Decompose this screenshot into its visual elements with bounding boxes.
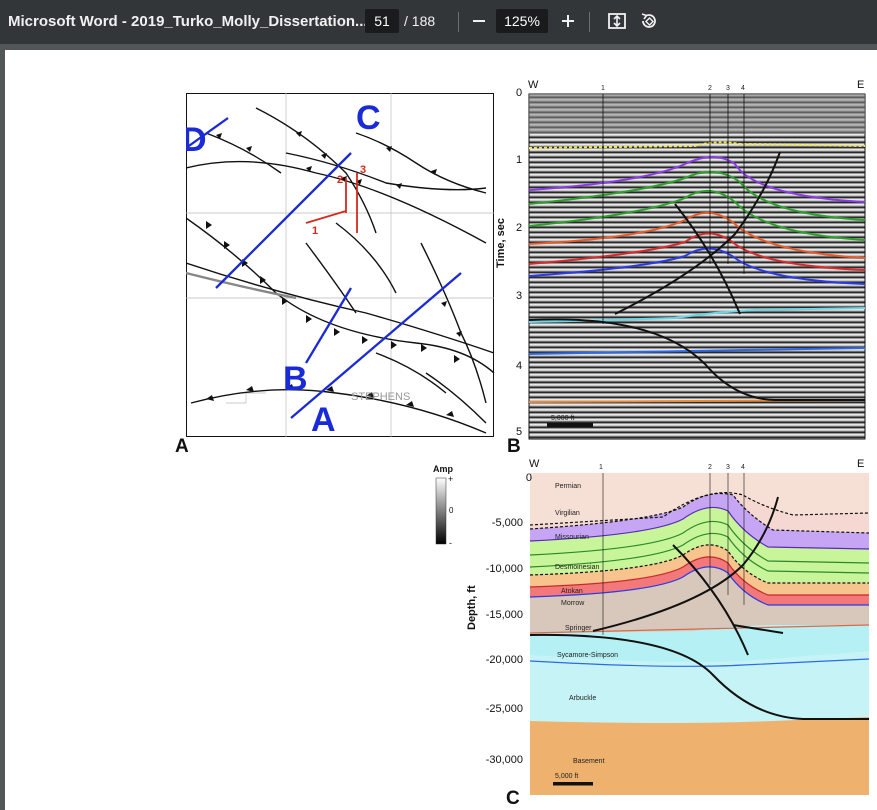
well-label-2: 2: [337, 174, 343, 186]
panel-c-letter: C: [506, 788, 520, 809]
unit-label-sycamore-simpson: Sycamore-Simpson: [557, 652, 618, 659]
line-label-c: C: [356, 99, 381, 137]
ytick-b-1: 1: [516, 154, 523, 166]
document-title: Microsoft Word - 2019_Turko_Molly_Disser…: [8, 13, 368, 30]
well-label-1: 1: [312, 225, 318, 237]
colorbar-minus: -: [449, 538, 452, 548]
ytick-b-2: 2: [516, 222, 523, 234]
rotate-icon: [641, 13, 656, 28]
well-lines: [602, 94, 745, 324]
well-marker-4: 4: [741, 85, 745, 92]
minus-icon: [473, 20, 485, 22]
plus-icon: [562, 15, 574, 27]
panel-b-letter: B: [507, 436, 521, 457]
colorbar-plus: +: [448, 474, 454, 484]
ytick-c-5: -25,000: [485, 703, 523, 715]
west-label-c: W: [529, 458, 540, 470]
toolbar-divider: [458, 12, 459, 32]
unit-label-morrow: Morrow: [561, 600, 585, 607]
panel-a-map: 1 2 3 C D B A STEPHENS: [186, 93, 495, 438]
ytick-b-5: 5: [516, 426, 523, 438]
panel-b-ylabel: Time, sec: [495, 218, 507, 268]
panel-c-ylabel: Depth, ft: [466, 585, 478, 630]
county-label: STEPHENS: [351, 391, 410, 403]
ytick-c-0: 0: [525, 472, 532, 484]
well-marker-c-1: 1: [599, 464, 603, 471]
panel-c-section: W E 1 2 3 4: [529, 458, 869, 795]
rotate-button[interactable]: [635, 7, 663, 35]
well-label-3: 3: [360, 164, 366, 176]
panel-a-letter: A: [175, 436, 189, 457]
well-marker-c-2: 2: [708, 464, 712, 471]
line-label-a: A: [311, 401, 336, 438]
zoom-in-button[interactable]: [554, 7, 582, 35]
well-marker-1: 1: [601, 85, 605, 92]
ytick-c-4: -20,000: [485, 654, 523, 666]
seismic-faults: [528, 151, 865, 401]
ytick-b-4: 4: [516, 360, 523, 372]
well-marker-c-4: 4: [741, 464, 745, 471]
section-contacts: [529, 492, 869, 667]
unit-label-springer: Springer: [565, 625, 592, 632]
scale-bar-label: 5,000 ft: [551, 415, 574, 422]
unit-label-permian: Permian: [555, 483, 581, 490]
fit-page-icon: [608, 13, 626, 29]
unit-label-basement: Basement: [573, 758, 605, 765]
ytick-c-3: -15,000: [485, 609, 523, 621]
section-faults: [529, 496, 869, 720]
unit-label-virgilian: Virgilian: [555, 510, 580, 517]
fit-page-button[interactable]: [603, 7, 631, 35]
well-marker-3: 3: [726, 85, 730, 92]
well-marker-2: 2: [708, 85, 712, 92]
ytick-c-6: -30,000: [485, 754, 523, 766]
ytick-c-2: -10,000: [485, 563, 523, 575]
thrust-teeth: [206, 131, 462, 417]
pdf-page: 1 2 3 C D B A STEPHENS A W E 1 2 3 4: [5, 50, 877, 810]
pdf-toolbar: Microsoft Word - 2019_Turko_Molly_Disser…: [0, 0, 877, 44]
document-viewer[interactable]: 1 2 3 C D B A STEPHENS A W E 1 2 3 4: [0, 44, 877, 810]
well-lines: [305, 173, 358, 233]
scale-bar: [547, 423, 593, 427]
zoom-input[interactable]: 125%: [496, 9, 548, 33]
page-total: / 188: [404, 13, 436, 29]
ytick-b-0: 0: [516, 87, 523, 99]
line-label-b: B: [283, 360, 308, 398]
west-label: W: [528, 79, 539, 91]
panel-b-seismic: W E 1 2 3 4: [528, 79, 866, 440]
unit-label-arbuckle: Arbuckle: [569, 695, 596, 702]
line-label-d: D: [186, 121, 207, 159]
east-label-c: E: [857, 458, 864, 470]
colorbar-zero: 0: [449, 506, 454, 515]
ytick-c-1: -5,000: [491, 517, 523, 529]
east-label: E: [857, 79, 864, 91]
basement-unit: [530, 717, 869, 795]
amplitude-colorbar: [435, 477, 447, 545]
unit-label-atokan: Atokan: [561, 588, 583, 595]
well-marker-c-3: 3: [726, 464, 730, 471]
toolbar-divider: [589, 12, 590, 32]
zoom-out-button[interactable]: [465, 7, 493, 35]
ytick-b-3: 3: [516, 290, 523, 302]
colorbar-title: Amp: [433, 464, 453, 474]
unit-label-desmoinesian: Desmoinesian: [555, 564, 599, 571]
seismic-lines: [186, 117, 462, 419]
scale-bar-c-label: 5,000 ft: [555, 773, 578, 780]
county-boundary: [186, 271, 297, 300]
well-lines-c: [602, 473, 745, 635]
scale-bar-c: [553, 782, 593, 786]
page-number-input[interactable]: 51: [365, 9, 399, 33]
unit-label-missourian: Missourian: [555, 534, 589, 541]
